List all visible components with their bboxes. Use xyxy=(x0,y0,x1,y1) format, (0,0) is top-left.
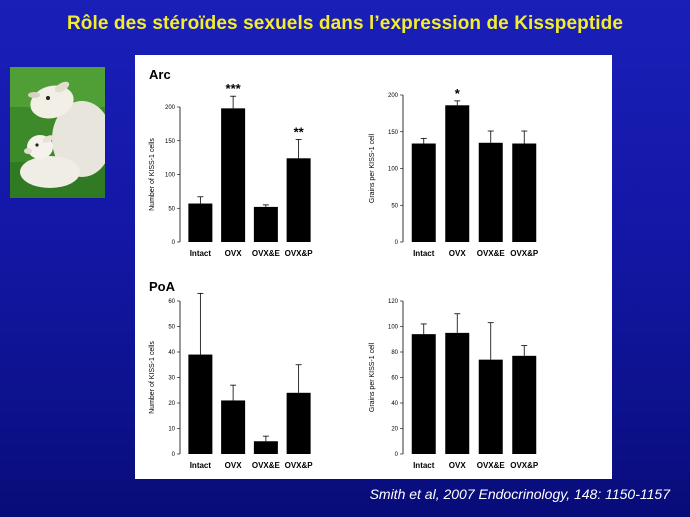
bar xyxy=(286,392,311,454)
bar xyxy=(221,400,246,454)
figure-panel: Arc PoA 0 50 100 150 200 Number of KISS-1 cel… xyxy=(135,55,612,479)
bar xyxy=(411,143,436,242)
y-tick-label: 100 xyxy=(165,173,176,179)
bar xyxy=(512,355,537,454)
y-tick-label: 200 xyxy=(165,105,176,111)
y-tick-label: 60 xyxy=(391,376,398,382)
slide-title: Rôle des stéroïdes sexuels dans l’expres… xyxy=(66,13,624,34)
y-tick-label: 30 xyxy=(168,376,175,382)
bar xyxy=(253,441,278,454)
sheep-photo xyxy=(10,67,105,198)
bar xyxy=(253,206,278,242)
significance-label: * xyxy=(455,86,461,101)
y-tick-label: 10 xyxy=(168,427,175,433)
category-label: OVX&E xyxy=(477,249,506,258)
y-tick-label: 0 xyxy=(395,452,399,458)
bar xyxy=(221,108,246,242)
bar xyxy=(445,332,470,454)
region-label-arc: Arc xyxy=(149,67,171,82)
region-label-poa: PoA xyxy=(149,279,176,294)
category-label: OVX&P xyxy=(285,461,314,470)
y-tick-label: 80 xyxy=(391,350,398,356)
chart-3: 0 10 20 30 40 50 60 Number of KISS-1 cells Intac… xyxy=(149,292,314,470)
significance-label: *** xyxy=(226,81,242,96)
category-label: OVX xyxy=(225,461,243,470)
y-tick-label: 20 xyxy=(168,401,175,407)
y-tick-label: 60 xyxy=(168,299,175,305)
y-tick-label: 0 xyxy=(172,452,176,458)
y-tick-label: 100 xyxy=(388,167,399,173)
sheep-and-lamb-icon xyxy=(10,67,105,198)
significance-label: ** xyxy=(294,124,305,139)
bar xyxy=(411,334,436,454)
y-tick-label: 150 xyxy=(165,139,176,145)
category-label: OVX&P xyxy=(285,249,314,258)
chart-4: 0 20 40 60 80 100 120 Grains per KISS-1 cell Int… xyxy=(369,299,539,470)
y-tick-label: 0 xyxy=(172,240,176,246)
y-tick-label: 0 xyxy=(395,240,399,246)
bar xyxy=(478,359,503,454)
y-axis-label: Grains per KISS-1 cell xyxy=(369,133,376,203)
y-tick-label: 150 xyxy=(388,130,399,136)
bar xyxy=(188,354,213,454)
y-axis-label: Grains per KISS-1 cell xyxy=(369,342,376,412)
category-label: OVX&E xyxy=(477,461,506,470)
category-label: Intact xyxy=(413,249,435,258)
y-tick-label: 120 xyxy=(388,299,399,305)
category-label: Intact xyxy=(190,461,212,470)
category-label: OVX&E xyxy=(252,461,281,470)
y-tick-label: 50 xyxy=(168,325,175,331)
category-label: OVX&P xyxy=(510,461,539,470)
y-tick-label: 50 xyxy=(391,203,398,209)
y-axis-label: Number of KISS-1 cells xyxy=(149,341,156,414)
y-tick-label: 20 xyxy=(391,427,398,433)
y-axis-label: Number of KISS-1 cells xyxy=(149,138,156,211)
y-tick-label: 100 xyxy=(388,325,399,331)
chart-1: 0 50 100 150 200 Number of KISS-1 cells Intact… xyxy=(149,81,313,258)
category-label: OVX xyxy=(225,249,243,258)
bar xyxy=(478,142,503,242)
category-label: OVX xyxy=(449,249,467,258)
y-tick-label: 200 xyxy=(388,93,399,99)
category-label: OVX&E xyxy=(252,249,281,258)
bar xyxy=(188,203,213,242)
y-tick-label: 40 xyxy=(391,401,398,407)
citation: Smith et al, 2007 Endocrinology, 148: 11… xyxy=(369,486,670,502)
bar xyxy=(445,105,470,242)
category-label: OVX&P xyxy=(510,249,539,258)
bar xyxy=(286,158,311,242)
bar xyxy=(512,143,537,242)
category-label: OVX xyxy=(449,461,467,470)
y-tick-label: 40 xyxy=(168,350,175,356)
category-label: Intact xyxy=(413,461,435,470)
category-label: Intact xyxy=(190,249,212,258)
y-tick-label: 50 xyxy=(168,206,175,212)
chart-2: 0 50 100 150 200 Grains per KISS-1 cell Intact… xyxy=(369,86,539,258)
